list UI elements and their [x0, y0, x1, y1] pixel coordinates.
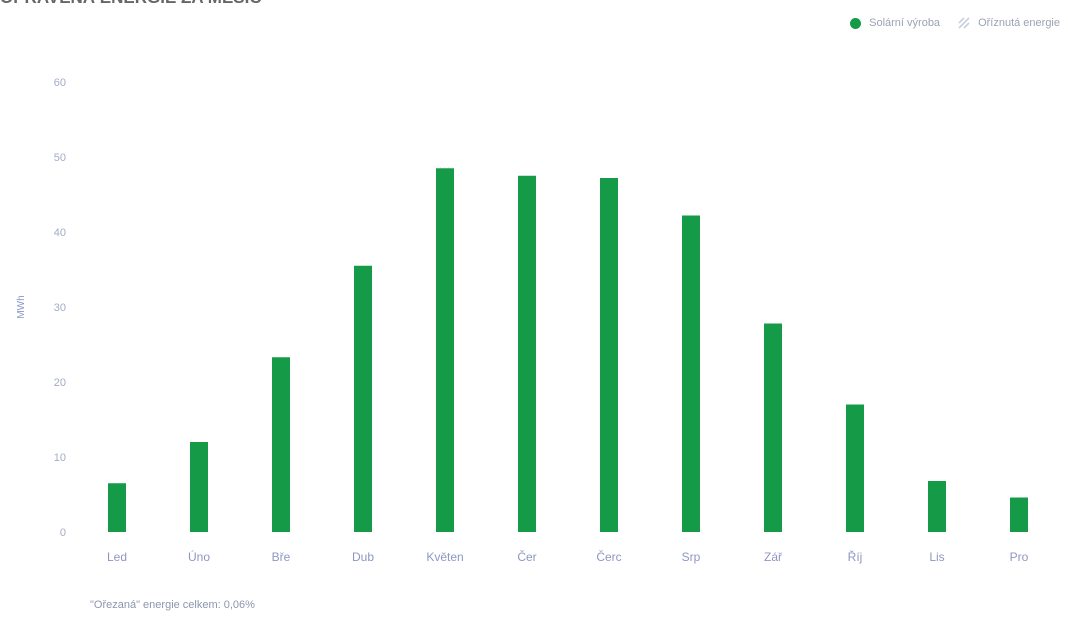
- curtailed-bar[interactable]: [518, 175, 536, 176]
- chart-title: OPRAVENÁ ENERGIE ZA MĚSÍC: [0, 0, 262, 8]
- solar-bar[interactable]: [108, 483, 126, 532]
- y-axis-title: MWh: [16, 295, 27, 318]
- solar-bar[interactable]: [846, 404, 864, 533]
- y-tick-label: 50: [54, 152, 66, 164]
- legend-label-curtailed: Oříznutá energie: [978, 17, 1060, 29]
- x-tick-label: Pro: [1010, 550, 1029, 564]
- x-tick-label: Čer: [517, 549, 536, 564]
- y-tick-label: 30: [54, 302, 66, 314]
- curtailed-bar[interactable]: [436, 167, 454, 169]
- chart-legend: Solární výroba Oříznutá energie: [850, 17, 1060, 29]
- x-tick-label: Čerc: [596, 549, 621, 564]
- x-tick-label: Srp: [682, 550, 701, 564]
- curtailment-footnote: "Ořezaná" energie celkem: 0,06%: [90, 599, 255, 611]
- y-tick-label: 40: [54, 227, 66, 239]
- solar-bar[interactable]: [764, 323, 782, 533]
- legend-item-solar[interactable]: Solární výroba: [850, 17, 940, 29]
- x-tick-label: Bře: [272, 550, 291, 564]
- x-tick-label: Zář: [764, 550, 783, 564]
- solar-bar[interactable]: [272, 357, 290, 532]
- solar-bar[interactable]: [190, 442, 208, 532]
- solar-bar[interactable]: [354, 265, 372, 532]
- y-tick-label: 60: [54, 77, 66, 89]
- x-tick-label: Lis: [929, 550, 944, 564]
- hatch-icon: [958, 17, 970, 29]
- x-tick-label: Úno: [188, 549, 210, 564]
- x-tick-label: Říj: [848, 549, 863, 564]
- y-tick-label: 0: [60, 527, 66, 539]
- x-tick-label: Dub: [352, 550, 374, 564]
- legend-dot-icon: [850, 17, 862, 29]
- solar-bar[interactable]: [928, 481, 946, 532]
- solar-bar[interactable]: [436, 168, 454, 532]
- x-tick-label: Květen: [426, 550, 463, 564]
- solar-bar[interactable]: [682, 215, 700, 533]
- y-tick-label: 20: [54, 377, 66, 389]
- solar-bar[interactable]: [518, 175, 536, 532]
- solar-bar[interactable]: [1010, 497, 1028, 533]
- legend-item-curtailed[interactable]: Oříznutá energie: [958, 17, 1060, 29]
- y-tick-label: 10: [54, 452, 66, 464]
- legend-label-solar: Solární výroba: [869, 17, 941, 29]
- x-tick-label: Led: [107, 550, 127, 564]
- solar-bar[interactable]: [600, 178, 618, 532]
